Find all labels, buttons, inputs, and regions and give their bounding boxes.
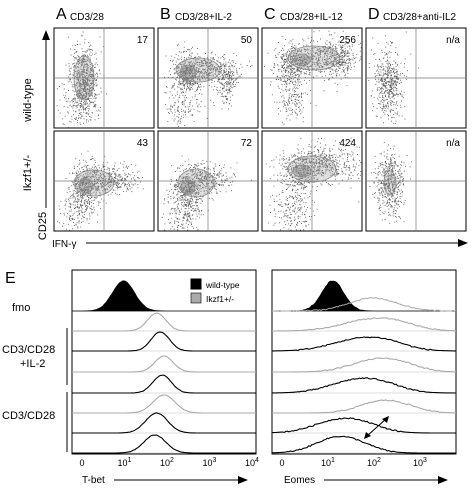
histogram-trace [272, 317, 457, 332]
histogram-trace [271, 435, 456, 454]
panel-letter-d: D [368, 6, 380, 23]
tick-label: 101 [118, 457, 132, 468]
condition-label-c: CD3/28+IL-12 [280, 12, 343, 23]
legend: wild-type Ikzf1+/- [190, 278, 240, 304]
eomes-tick-labels: 0 101 102 103 [279, 457, 427, 468]
dot-plot-panel: 50 [157, 27, 259, 129]
tick-label: 102 [160, 457, 174, 468]
dot-plot-value: 72 [241, 138, 253, 149]
tick-label: 102 [367, 457, 381, 468]
panel-letter-a: A [56, 6, 67, 23]
tick-label: 103 [413, 457, 427, 468]
cd25-arrowhead-icon [42, 30, 50, 40]
density-contour [287, 45, 341, 71]
panel-letter-c: C [264, 6, 276, 23]
eomes-histograms [271, 280, 457, 454]
density-contour [175, 57, 221, 83]
tick-label: 0 [79, 458, 84, 468]
histogram-trace [272, 399, 456, 414]
histogram-trace [271, 377, 456, 394]
fmo-histogram [272, 280, 456, 312]
tbet-tick-labels: 0 101 102 103 104 [79, 457, 259, 468]
row-label-ikzf1: Ikzf1+/- [22, 154, 34, 191]
dot-plot-value: 424 [339, 138, 356, 149]
histogram-trace [271, 336, 456, 352]
dot-plot-grid: 17 50 256 n/a 43 72 424 n/a [53, 27, 467, 232]
histogram-trace [72, 331, 256, 352]
tick-label: 104 [245, 457, 259, 468]
dot-plot-panel: n/a [365, 130, 467, 232]
dot-plot-panel: 256 [261, 27, 363, 129]
dot-plot-value: n/a [446, 35, 460, 46]
ifng-arrowhead-icon [458, 239, 468, 247]
event-dots [56, 31, 107, 128]
density-contour [180, 179, 196, 195]
density-contour [383, 170, 397, 196]
density-contour [78, 178, 94, 194]
tick-label: 101 [321, 457, 335, 468]
histogram-trace [72, 312, 256, 332]
tbet-histograms [72, 280, 256, 454]
panel-letter-b: B [160, 6, 171, 23]
density-contour [293, 53, 311, 67]
dot-plot-panel: 17 [53, 27, 155, 129]
histogram-box-eomes [271, 269, 457, 455]
dot-plot-value: 43 [137, 138, 149, 149]
tbet-arrowhead-icon [238, 476, 248, 484]
histogram-trace [72, 394, 256, 414]
histogram-trace [272, 357, 456, 373]
dot-plot-panel: 72 [157, 130, 259, 232]
legend-label-wild-type: wild-type [205, 280, 240, 290]
row-label-group1-line2: +IL-2 [20, 358, 45, 370]
flow-cytometry-panels: A B C D CD3/28 CD3/28+IL-2 CD3/28+IL-12 … [22, 6, 468, 250]
histogram-trace [72, 412, 256, 434]
tbet-axis-label: T-bet [82, 475, 105, 486]
fmo-histogram [72, 280, 256, 312]
tick-label: 0 [279, 458, 284, 468]
dot-plot-value: 256 [339, 35, 356, 46]
legend-swatch-ikzf1 [190, 292, 202, 304]
legend-swatch-wild-type [190, 278, 202, 290]
dot-plot-value: 50 [241, 35, 253, 46]
dot-plot-value: n/a [446, 138, 460, 149]
row-label-wild-type: wild-type [22, 78, 34, 122]
row-label-group1-line1: CD3/CD28 [2, 344, 55, 356]
histogram-trace [272, 297, 457, 312]
histogram-trace [72, 355, 256, 373]
histogram-panels: E fmo CD3/CD28 +IL-2 CD3/CD28 wild-type … [2, 269, 457, 486]
cd25-axis-label: CD25 [37, 212, 49, 240]
dot-plot-value: 17 [137, 35, 149, 46]
event-dots [264, 30, 362, 125]
histogram-trace [271, 417, 456, 434]
histogram-trace [72, 374, 256, 394]
ifng-axis-label: IFN-γ [52, 239, 76, 250]
panel-letter-e: E [5, 270, 16, 287]
tick-label: 103 [203, 457, 217, 468]
density-contour [179, 64, 197, 82]
legend-label-ikzf1: Ikzf1+/- [206, 294, 234, 304]
density-contour [292, 164, 312, 178]
eomes-axis-label: Eomes [284, 475, 315, 486]
double-arrow-icon [364, 416, 389, 439]
condition-label-a: CD3/28 [70, 12, 104, 23]
histogram-trace [72, 434, 256, 454]
condition-label-d: CD3/28+anti-IL2 [383, 12, 457, 23]
dot-plot-panel: 43 [53, 130, 155, 232]
event-dots [368, 31, 419, 124]
dot-plot-panel: n/a [365, 27, 467, 129]
row-label-group2: CD3/CD28 [2, 410, 55, 422]
row-label-fmo: fmo [12, 302, 30, 314]
histogram-box-tbet [71, 269, 257, 455]
dot-plot-panel: 424 [261, 130, 363, 232]
density-contour [177, 168, 215, 198]
condition-label-b: CD3/28+IL-2 [175, 12, 232, 23]
eomes-arrowhead-icon [438, 476, 448, 484]
